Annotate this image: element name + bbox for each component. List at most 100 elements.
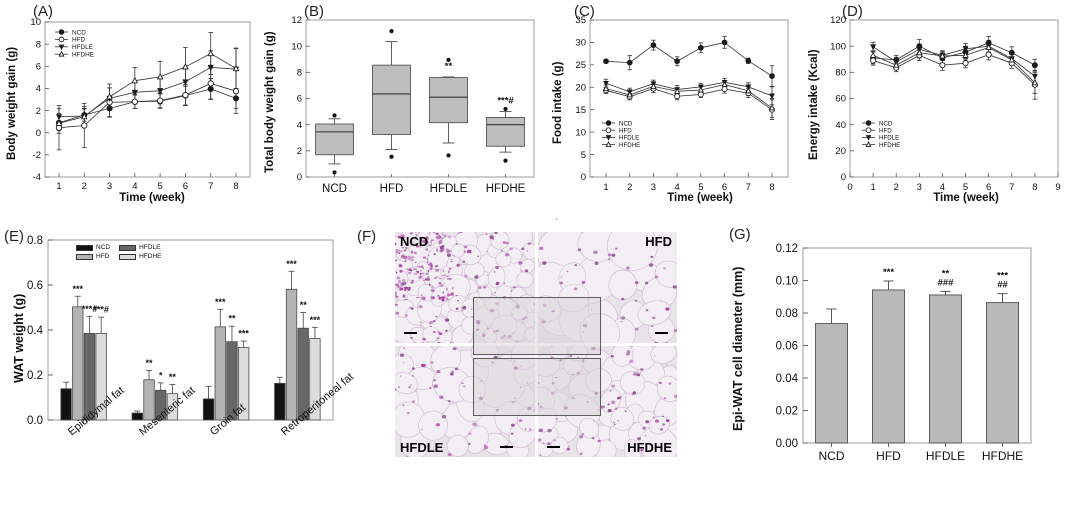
legend-label-hfdle: HFDLE <box>879 135 899 142</box>
nucleus <box>422 337 426 341</box>
nucleus <box>617 420 619 422</box>
nucleus <box>468 442 471 445</box>
outlier-point <box>446 57 451 63</box>
y-tick-label: 0.08 <box>776 308 798 320</box>
scale-bar-hfdhe <box>546 445 560 448</box>
significance-marker-hfd-retroperitoneal: *** <box>286 259 297 269</box>
nucleus <box>579 452 583 455</box>
nucleus <box>406 455 408 457</box>
nucleus <box>399 353 405 357</box>
nucleus <box>422 256 427 259</box>
micrograph-label-hfdle: HFDLE <box>400 440 444 455</box>
nucleus <box>451 286 454 290</box>
significance-marker-hfdhe-groin: *** <box>238 329 249 339</box>
x-tick-label: 1 <box>603 182 608 193</box>
nucleus <box>398 286 402 289</box>
nucleus <box>484 445 489 450</box>
nucleus <box>665 419 669 423</box>
y-tick-label: 100 <box>830 41 846 52</box>
nucleus <box>663 397 666 400</box>
significance-marker-hfdle-epididymal: ***# <box>82 304 98 314</box>
nucleus <box>478 286 482 289</box>
significance-marker-hfd-groin: *** <box>215 297 226 307</box>
nucleus <box>503 282 506 284</box>
nucleus <box>421 342 425 343</box>
nucleus <box>452 347 457 351</box>
x-category-label-hfdhe: HFDHE <box>486 183 526 195</box>
bar-hfdle <box>929 294 962 444</box>
nucleus <box>594 261 599 266</box>
nucleus <box>424 243 428 246</box>
nucleus <box>672 285 677 289</box>
nucleus <box>444 318 450 322</box>
panel-f: (F) ` NCD HFD HFDLE <box>355 218 715 478</box>
adipocyte <box>638 426 677 457</box>
series-line-ncd <box>605 41 773 77</box>
x-tick-label: 7 <box>746 182 751 193</box>
y-tick-label: 0.06 <box>776 341 798 353</box>
nucleus <box>449 277 452 281</box>
legend-label-hfdle: HFDLE <box>139 244 161 251</box>
nucleus <box>438 371 441 374</box>
nucleus <box>438 282 442 285</box>
y-tick-label: 0.04 <box>776 373 799 385</box>
nucleus <box>462 260 466 263</box>
nucleus <box>495 265 500 270</box>
outlier-point <box>503 158 508 163</box>
data-point-open-triangle <box>916 48 923 56</box>
data-point-filled-circle <box>1031 62 1038 69</box>
bar-hfdle-groin <box>226 341 238 421</box>
nucleus <box>403 362 405 364</box>
series-line-hfdle <box>605 81 773 97</box>
nucleus <box>423 296 426 300</box>
data-point-open-triangle <box>1008 56 1015 63</box>
x-category-label-hfd: HFD <box>876 449 901 463</box>
nucleus <box>421 363 426 367</box>
adipocyte <box>623 439 641 457</box>
data-point-filled-circle <box>674 58 680 65</box>
nucleus <box>492 238 495 241</box>
panel-e-legend: NCD HFDLE HFD HFDHE <box>76 244 161 262</box>
legend-entry-ncd: NCD <box>76 244 110 251</box>
nucleus <box>662 267 666 270</box>
legend-label-hfdhe: HFDHE <box>72 52 94 59</box>
y-tick-label: -2 <box>33 150 41 161</box>
data-point-open-circle <box>207 80 214 87</box>
data-point-open-circle <box>605 127 612 134</box>
nucleus <box>425 248 429 251</box>
bar-hfd-epididymal <box>72 306 84 421</box>
scale-bar-hfd <box>655 331 668 334</box>
nucleus <box>397 280 401 284</box>
panel-e-label: (E) <box>4 228 24 245</box>
nucleus <box>408 271 412 275</box>
nucleus <box>395 242 397 246</box>
nucleus <box>432 330 436 334</box>
nucleus <box>659 428 663 431</box>
nucleus <box>539 454 541 457</box>
nucleus <box>399 375 402 377</box>
y-tick-label: 25 <box>575 60 586 71</box>
nucleus <box>581 433 584 436</box>
nucleus <box>658 381 662 385</box>
y-tick-label: 8 <box>36 39 41 50</box>
significance-marker-hfd-epididymal: *** <box>73 284 84 294</box>
panel-a-label: (A) <box>33 3 53 20</box>
nucleus <box>443 234 447 238</box>
nucleus <box>398 252 401 254</box>
x-tick-label: 3 <box>917 182 922 193</box>
nucleus <box>413 251 417 255</box>
nucleus <box>396 276 401 280</box>
nucleus <box>447 294 449 297</box>
nucleus <box>610 400 615 405</box>
data-point-filled-circle <box>603 58 609 65</box>
nucleus <box>592 420 595 422</box>
nucleus <box>494 232 498 235</box>
y-tick-label: 40 <box>835 120 846 131</box>
y-tick-label: 15 <box>575 105 586 116</box>
nucleus <box>654 419 659 423</box>
nucleus <box>607 253 611 257</box>
micrograph-ncd[interactable]: NCD <box>395 232 535 343</box>
y-tick-label: 0 <box>297 172 302 183</box>
nucleus <box>438 277 443 280</box>
y-tick-label: -4 <box>33 172 41 183</box>
